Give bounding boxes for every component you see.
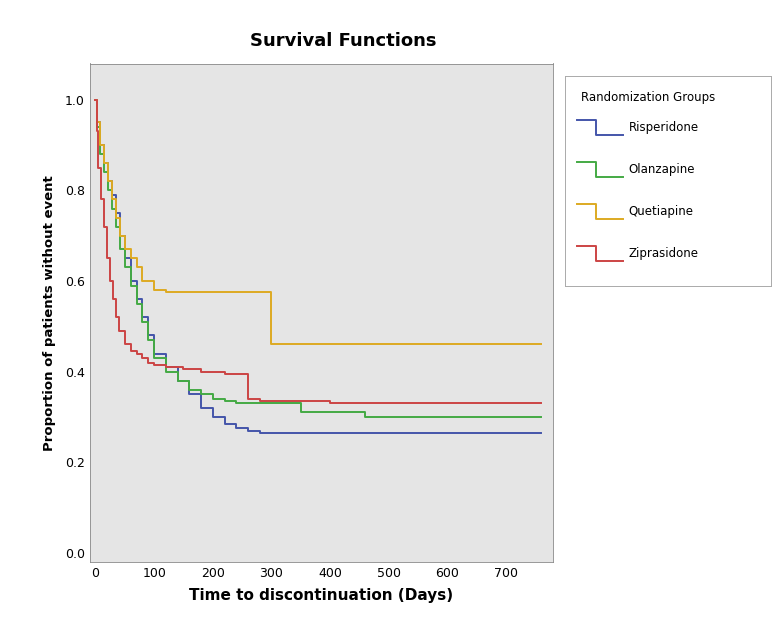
- Text: Risperidone: Risperidone: [629, 121, 699, 134]
- Text: Quetiapine: Quetiapine: [629, 205, 694, 218]
- Text: Survival Functions: Survival Functions: [249, 32, 436, 50]
- Y-axis label: Proportion of patients without event: Proportion of patients without event: [44, 175, 56, 451]
- X-axis label: Time to discontinuation (Days): Time to discontinuation (Days): [189, 588, 453, 603]
- Text: Medscape: Medscape: [9, 9, 95, 24]
- Text: Source: BMC Psychiatry© 1999-2010 BioMed Central Ltd: Source: BMC Psychiatry© 1999-2010 BioMed…: [467, 617, 763, 627]
- Text: Olanzapine: Olanzapine: [629, 163, 696, 176]
- Text: Ziprasidone: Ziprasidone: [629, 247, 699, 260]
- Text: Randomization Groups: Randomization Groups: [581, 91, 716, 104]
